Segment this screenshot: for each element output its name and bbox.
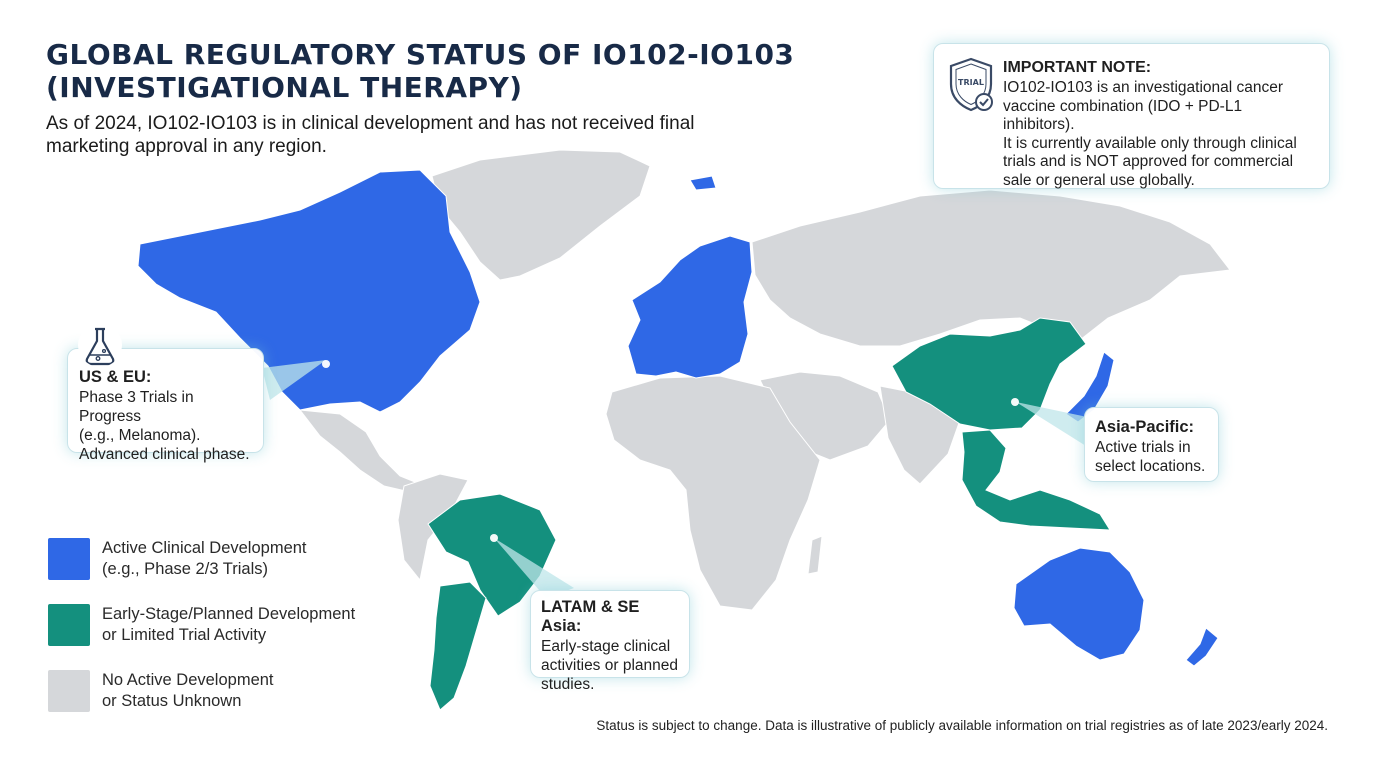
asia-pacific-callout: Asia-Pacific: Active trials in select lo… xyxy=(1084,407,1219,482)
us-eu-heading: US & EU: xyxy=(79,368,152,386)
legend-item-active: Active Clinical Development (e.g., Phase … xyxy=(48,536,378,586)
legend-swatch-early xyxy=(48,604,90,646)
region-brazil xyxy=(427,493,557,617)
legend-label-early: Early-Stage/Planned Development or Limite… xyxy=(102,605,356,644)
latam-heading: LATAM & SE Asia: xyxy=(541,598,640,635)
region-argentina-chile xyxy=(429,581,487,711)
shield-label: TRIAL xyxy=(958,78,984,87)
note-line: It is currently available only through c… xyxy=(1003,134,1297,152)
asia-pacific-line: Active trials in xyxy=(1095,439,1191,456)
legend-item-none: No Active Development or Status Unknown xyxy=(48,668,378,718)
legend-swatch-none xyxy=(48,670,90,712)
shield-trial-icon: TRIAL xyxy=(949,57,993,112)
title-line-2: (INVESTIGATIONAL THERAPY) xyxy=(46,71,523,104)
footnote: Status is subject to change. Data is ill… xyxy=(596,718,1328,733)
us-eu-line: Phase 3 Trials in Progress xyxy=(79,389,194,425)
latam-line: activities or planned xyxy=(541,657,678,674)
region-mexico-central-america xyxy=(298,409,421,493)
us-eu-line: (e.g., Melanoma). xyxy=(79,427,201,444)
region-russia-central-asia xyxy=(751,189,1231,347)
region-europe xyxy=(627,235,753,379)
region-new-zealand xyxy=(1185,627,1219,667)
latam-line: studies. xyxy=(541,676,595,693)
important-note-box: TRIAL IMPORTANT NOTE: IO102-IO103 is an … xyxy=(933,43,1330,189)
note-line: trials and is NOT approved for commercia… xyxy=(1003,153,1294,170)
latam-se-asia-callout: LATAM & SE Asia: Early-stage clinical ac… xyxy=(530,590,690,693)
asia-pacific-marker xyxy=(1011,398,1019,406)
region-africa xyxy=(605,375,821,611)
region-north-america xyxy=(137,169,481,413)
legend-item-early: Early-Stage/Planned Development or Limite… xyxy=(48,602,378,652)
region-southeast-asia xyxy=(961,429,1111,531)
region-iceland xyxy=(689,175,717,191)
us-eu-pointer xyxy=(262,360,326,400)
latam-pointer xyxy=(494,538,574,598)
page-title: GLOBAL REGULATORY STATUS OF IO102-IO103 … xyxy=(46,38,846,104)
subtitle-line-2: marketing approval in any region. xyxy=(46,136,327,157)
legend-swatch-active xyxy=(48,538,90,580)
latam-marker xyxy=(490,534,498,542)
legend-label-none: No Active Development or Status Unknown xyxy=(102,671,274,710)
note-line: sale or general use globally. xyxy=(1003,171,1195,189)
us-eu-marker xyxy=(322,360,330,368)
asia-pacific-line: select locations. xyxy=(1095,458,1206,475)
region-china xyxy=(891,317,1087,431)
page-subtitle: As of 2024, IO102-IO103 is in clinical d… xyxy=(46,112,746,158)
flask-icon xyxy=(78,323,122,367)
latam-line: Early-stage clinical xyxy=(541,638,671,655)
asia-pacific-heading: Asia-Pacific: xyxy=(1095,418,1195,436)
region-madagascar xyxy=(807,535,823,575)
legend-label-active: Active Clinical Development (e.g., Phase … xyxy=(102,539,307,578)
region-greenland xyxy=(431,149,651,281)
note-line: IO102-IO103 is an investigational cancer xyxy=(1003,79,1284,96)
us-eu-line: Advanced clinical phase. xyxy=(79,446,250,463)
note-heading: IMPORTANT NOTE: xyxy=(1003,59,1152,76)
note-line: vaccine combination (IDO + PD-L1 inhibit… xyxy=(1003,97,1243,134)
region-australia xyxy=(1013,547,1145,661)
us-eu-callout: US & EU: Phase 3 Trials in Progress (e.g… xyxy=(67,323,264,463)
asia-pacific-pointer xyxy=(1016,402,1092,446)
note-body: IO102-IO103 is an investigational cancer… xyxy=(1003,79,1315,190)
title-line-1: GLOBAL REGULATORY STATUS OF IO102-IO103 xyxy=(46,38,795,71)
subtitle-line-1: As of 2024, IO102-IO103 is in clinical d… xyxy=(46,113,695,134)
